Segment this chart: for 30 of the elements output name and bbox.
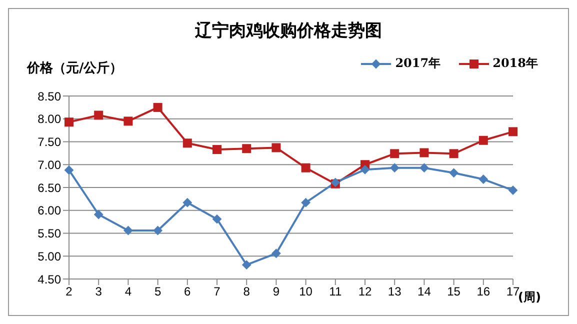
x-tick-label: 2 bbox=[66, 284, 73, 299]
x-axis-title: (周) bbox=[518, 290, 541, 306]
y-tick-label: 8.00 bbox=[38, 112, 62, 126]
x-tick-label: 13 bbox=[388, 284, 402, 299]
y-tick-label: 7.00 bbox=[38, 158, 62, 172]
y-tick-label: 6.50 bbox=[38, 180, 62, 195]
x-tick-label: 10 bbox=[299, 284, 313, 299]
legend-label: 2017年 bbox=[394, 55, 441, 72]
x-tick-label: 12 bbox=[358, 284, 372, 299]
y-tick-label: 5.50 bbox=[38, 226, 62, 241]
x-tick-label: 17 bbox=[506, 284, 520, 299]
legend-label: 2018年 bbox=[492, 55, 538, 72]
x-tick-label: 16 bbox=[476, 284, 490, 299]
y-tick-label: 8.50 bbox=[38, 89, 62, 104]
x-tick-label: 15 bbox=[447, 284, 461, 299]
y-tick-label: 7.50 bbox=[38, 135, 62, 150]
y-tick-label: 4.50 bbox=[38, 272, 62, 286]
x-tick-label: 9 bbox=[272, 284, 280, 299]
x-tick-label: 4 bbox=[124, 284, 132, 299]
x-tick-label: 14 bbox=[418, 284, 432, 299]
x-tick-label: 11 bbox=[329, 284, 342, 299]
x-tick-label: 8 bbox=[243, 284, 250, 299]
x-tick-label: 5 bbox=[154, 284, 162, 299]
x-tick-label: 3 bbox=[95, 284, 102, 299]
x-tick-label: 6 bbox=[184, 284, 192, 299]
y-axis-title: 价格（元/公斤） bbox=[27, 60, 123, 77]
chart-title: 辽宁肉鸡收购价格走势图 bbox=[194, 20, 383, 42]
x-tick-label: 7 bbox=[214, 284, 221, 299]
y-tick-label: 6.00 bbox=[38, 204, 62, 218]
y-tick-label: 5.00 bbox=[38, 249, 62, 264]
